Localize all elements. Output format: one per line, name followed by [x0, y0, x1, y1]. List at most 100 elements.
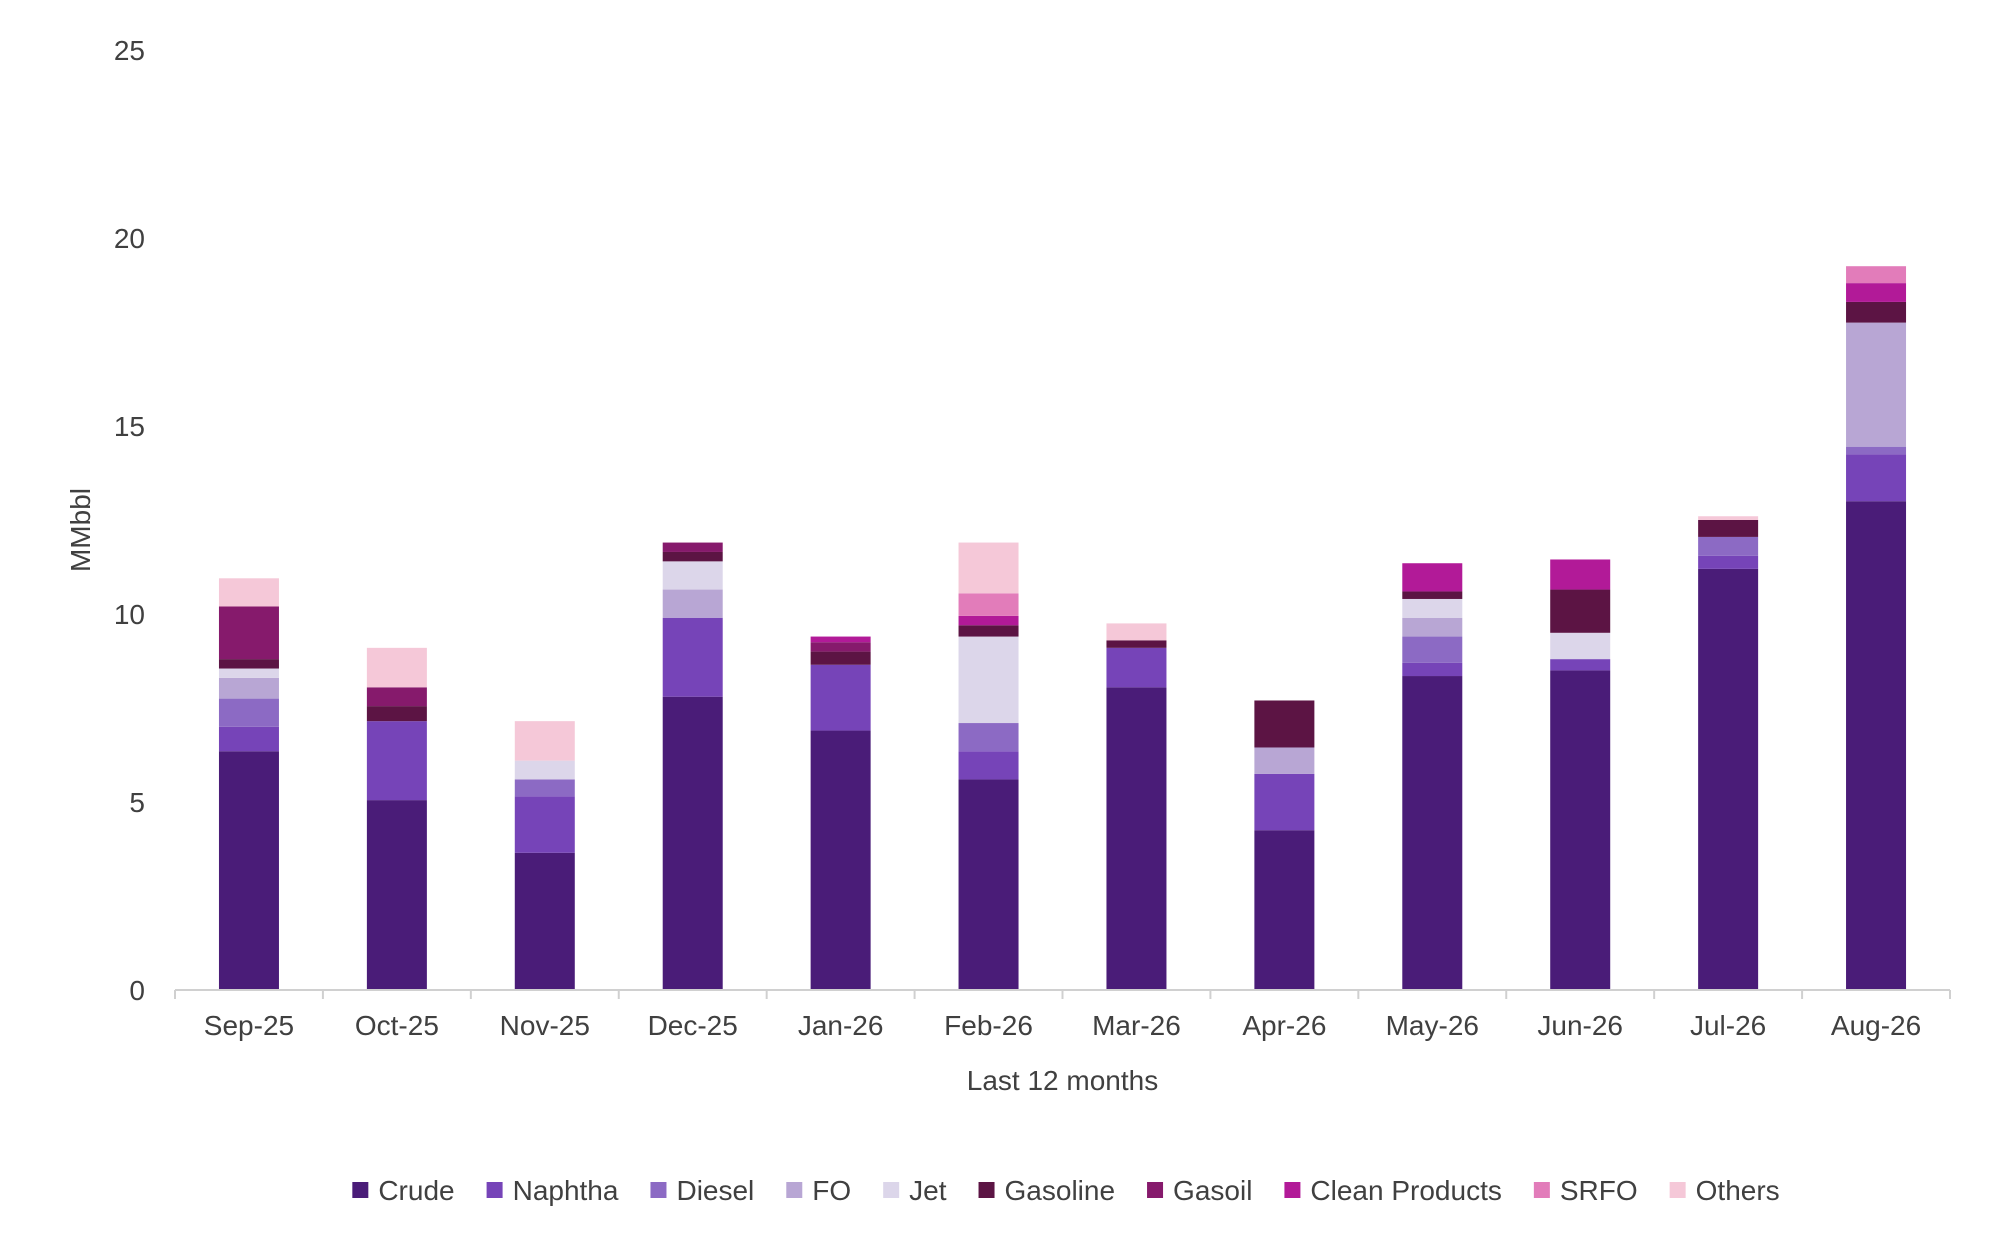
bars-layer	[218, 266, 1907, 990]
bar-segment-0-6	[218, 606, 279, 660]
x-tick-label-0: Sep-25	[204, 1010, 294, 1041]
bar-segment-2-2	[514, 779, 575, 797]
x-tick-label-3: Dec-25	[648, 1010, 738, 1041]
x-tick-label-6: Mar-26	[1092, 1010, 1181, 1041]
legend-label-9: Others	[1696, 1175, 1780, 1206]
bar-segment-10-5	[1698, 520, 1759, 537]
bar-segment-3-4	[662, 561, 723, 590]
y-tick-label-3: 15	[114, 411, 145, 442]
bar-segment-11-3	[1846, 322, 1907, 447]
bar-segment-4-5	[810, 651, 871, 665]
bar-segment-6-1	[1106, 647, 1167, 688]
bar-segment-6-5	[1106, 640, 1167, 648]
bar-segment-11-7	[1846, 283, 1907, 302]
bar-segment-10-1	[1698, 555, 1759, 569]
bar-segment-5-0	[958, 779, 1019, 990]
y-tick-label-0: 0	[129, 975, 145, 1006]
x-tick-label-7: Apr-26	[1242, 1010, 1326, 1041]
x-axis-title: Last 12 months	[967, 1065, 1158, 1096]
bar-segment-2-1	[514, 796, 575, 853]
bar-segment-4-0	[810, 730, 871, 990]
bar-segment-5-8	[958, 593, 1019, 616]
bar-segment-9-1	[1550, 659, 1611, 671]
legend-label-1: Naphtha	[513, 1175, 619, 1206]
legend-swatch-3	[786, 1182, 803, 1198]
bar-segment-3-3	[662, 589, 723, 618]
bar-segment-9-7	[1550, 559, 1611, 590]
legend-swatch-0	[352, 1182, 369, 1198]
x-tick-label-2: Nov-25	[500, 1010, 590, 1041]
bar-segment-5-9	[958, 542, 1019, 594]
y-tick-label-1: 5	[129, 787, 145, 818]
bar-segment-0-1	[218, 726, 279, 752]
x-tick-label-10: Jul-26	[1690, 1010, 1766, 1041]
x-tick-label-8: May-26	[1386, 1010, 1479, 1041]
bar-segment-4-6	[810, 642, 871, 652]
bar-segment-8-0	[1402, 676, 1463, 990]
bar-segment-2-4	[514, 760, 575, 780]
bar-segment-8-2	[1402, 636, 1463, 663]
bar-segment-8-1	[1402, 662, 1463, 677]
legend-swatch-7	[1284, 1182, 1301, 1198]
bar-segment-11-1	[1846, 454, 1907, 502]
axis-layer: Sep-25 Oct-25 Nov-25 Dec-25 Jan-26 Feb-26 Mar-…	[114, 35, 1951, 1041]
bar-segment-0-3	[218, 677, 279, 699]
x-tick-label-4: Jan-26	[798, 1010, 884, 1041]
bar-segment-11-0	[1846, 501, 1907, 990]
bar-segment-3-1	[662, 617, 723, 697]
bar-segment-9-5	[1550, 589, 1611, 633]
legend-label-5: Gasoline	[1005, 1175, 1116, 1206]
bar-segment-5-2	[958, 723, 1019, 752]
bar-segment-0-2	[218, 698, 279, 727]
legend-label-7: Clean Products	[1310, 1175, 1501, 1206]
bar-segment-3-0	[662, 696, 723, 990]
legend-label-6: Gasoil	[1173, 1175, 1252, 1206]
bar-segment-3-6	[662, 542, 723, 552]
bar-segment-7-5	[1254, 700, 1315, 748]
legend-swatch-5	[978, 1182, 995, 1198]
x-tick-label-5: Feb-26	[944, 1010, 1033, 1041]
bar-segment-8-3	[1402, 617, 1463, 637]
bar-segment-7-1	[1254, 773, 1315, 831]
legend-label-3: FO	[812, 1175, 851, 1206]
bar-segment-2-0	[514, 852, 575, 990]
x-tick-label-1: Oct-25	[355, 1010, 439, 1041]
bar-segment-8-7	[1402, 563, 1463, 592]
bar-segment-11-5	[1846, 301, 1907, 323]
y-tick-label-2: 10	[114, 599, 145, 630]
bar-segment-10-0	[1698, 568, 1759, 990]
legend-swatch-4	[883, 1182, 900, 1198]
bar-segment-1-6	[366, 687, 427, 707]
x-tick-label-11: Aug-26	[1831, 1010, 1921, 1041]
legend-label-2: Diesel	[676, 1175, 754, 1206]
bar-segment-9-4	[1550, 632, 1611, 660]
bar-segment-6-0	[1106, 687, 1167, 990]
legend-swatch-9	[1669, 1182, 1686, 1198]
legend-label-8: SRFO	[1560, 1175, 1638, 1206]
bar-segment-8-5	[1402, 591, 1463, 599]
bar-segment-0-5	[218, 659, 279, 669]
bar-segment-6-9	[1106, 623, 1167, 641]
bar-segment-5-1	[958, 751, 1019, 780]
bar-segment-0-0	[218, 751, 279, 990]
bar-segment-8-4	[1402, 598, 1463, 618]
y-axis-title: MMbbl	[65, 488, 96, 572]
legend-label-4: Jet	[909, 1175, 947, 1206]
bar-segment-1-9	[366, 647, 427, 688]
y-tick-label-4: 20	[114, 223, 145, 254]
bar-segment-2-9	[514, 721, 575, 761]
bar-segment-1-5	[366, 706, 427, 722]
bar-segment-7-0	[1254, 830, 1315, 990]
bar-segment-7-3	[1254, 747, 1315, 774]
legend-swatch-6	[1147, 1182, 1164, 1198]
bar-segment-10-9	[1698, 516, 1759, 520]
bar-segment-9-0	[1550, 670, 1611, 990]
legend-swatch-2	[650, 1182, 667, 1198]
bar-segment-4-1	[810, 664, 871, 731]
bar-segment-10-2	[1698, 536, 1759, 556]
x-tick-label-9: Jun-26	[1537, 1010, 1623, 1041]
y-tick-label-5: 25	[114, 35, 145, 66]
legend-label-0: Crude	[378, 1175, 454, 1206]
